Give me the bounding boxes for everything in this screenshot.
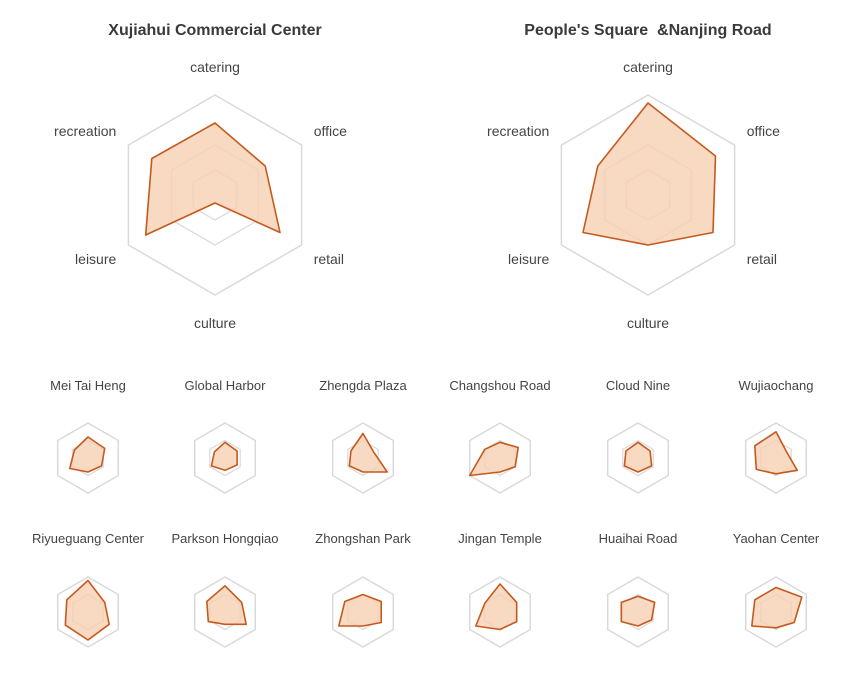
radar-grid-outer <box>193 576 257 648</box>
radar-zhongshan-park: Zhongshan Park <box>315 531 411 648</box>
radar-mei-tai-heng: Mei Tai Heng <box>50 378 126 494</box>
radar-zhengda-plaza: Zhengda Plaza <box>319 378 407 494</box>
radar-data-area <box>474 583 518 631</box>
radar-title: Parkson Hongqiao <box>172 531 279 546</box>
radar-jingan-temple: Jingan Temple <box>458 531 542 648</box>
radar-grid-mid <box>347 439 379 477</box>
axis-label-office: office <box>314 123 347 139</box>
radar-data-area <box>206 584 247 626</box>
radar-data-area <box>348 432 389 473</box>
radar-data-area <box>64 579 110 641</box>
radar-title: Huaihai Road <box>599 531 678 546</box>
radar-data-area <box>582 102 717 246</box>
radar-grid-outer <box>127 94 303 296</box>
radar-data-area <box>337 593 383 627</box>
radar-grid-outer <box>606 422 670 494</box>
radar-grid-outer <box>331 422 395 494</box>
radar-grid-outer <box>744 576 808 648</box>
axis-label-culture: culture <box>194 315 236 331</box>
radar-cloud-nine: Cloud Nine <box>606 378 670 494</box>
radar-grid-mid <box>622 439 654 477</box>
radar-grid-outer <box>193 422 257 494</box>
radar-xujiahui-commercial-center: Xujiahui Commercial Center catering office… <box>54 22 347 331</box>
axis-label-retail: retail <box>314 251 344 267</box>
radar-grid-mid <box>209 439 241 477</box>
axis-label-culture: culture <box>627 315 669 331</box>
radar-grid-outer <box>468 576 532 648</box>
radar-parkson-hongqiao: Parkson Hongqiao <box>172 531 279 648</box>
axis-label-catering: catering <box>623 59 673 75</box>
radar-data-area <box>468 441 520 477</box>
radar-grid-outer <box>56 422 120 494</box>
axis-label-leisure: leisure <box>75 251 116 267</box>
axis-label-retail: retail <box>747 251 777 267</box>
radar-data-area <box>753 430 799 475</box>
radar-grid-outer <box>606 576 670 648</box>
radar-title: Cloud Nine <box>606 378 670 393</box>
radar-data-area <box>69 436 106 473</box>
axis-label-recreation: recreation <box>487 123 549 139</box>
radar-title: Wujiaochang <box>739 378 814 393</box>
radar-grid-outer <box>331 576 395 648</box>
radar-data-area <box>750 586 803 629</box>
radar-global-harbor: Global Harbor <box>185 378 267 494</box>
radar-people-s-square-nanjing-road: People's Square &Nanjing Road catering off… <box>487 22 780 331</box>
radar-wujiaochang: Wujiaochang <box>739 378 814 494</box>
radar-data-area <box>620 595 656 627</box>
radar-huaihai-road: Huaihai Road <box>599 531 678 648</box>
radar-title: Jingan Temple <box>458 531 542 546</box>
axis-label-recreation: recreation <box>54 123 116 139</box>
axis-label-office: office <box>747 123 780 139</box>
radar-grid-outer <box>56 576 120 648</box>
radar-grid-outer <box>560 94 736 296</box>
radar-title: Global Harbor <box>185 378 267 393</box>
radar-yaohan-center: Yaohan Center <box>733 531 820 648</box>
radar-title: Riyueguang Center <box>32 531 145 546</box>
radar-title: Zhongshan Park <box>315 531 411 546</box>
radar-data-area <box>210 441 238 472</box>
radar-title: Yaohan Center <box>733 531 820 546</box>
radar-grid-outer <box>468 422 532 494</box>
radar-data-area <box>623 441 653 473</box>
radar-title: Mei Tai Heng <box>50 378 126 393</box>
radar-riyueguang-center: Riyueguang Center <box>32 531 145 648</box>
radar-changshou-road: Changshou Road <box>449 378 551 494</box>
radar-title: Zhengda Plaza <box>319 378 407 393</box>
axis-label-leisure: leisure <box>508 251 549 267</box>
radar-title: Xujiahui Commercial Center <box>108 22 321 39</box>
radar-data-area <box>144 122 281 236</box>
radar-title: People's Square &Nanjing Road <box>524 22 771 39</box>
axis-label-catering: catering <box>190 59 240 75</box>
radar-grid-outer <box>744 422 808 494</box>
radar-title: Changshou Road <box>449 378 550 393</box>
